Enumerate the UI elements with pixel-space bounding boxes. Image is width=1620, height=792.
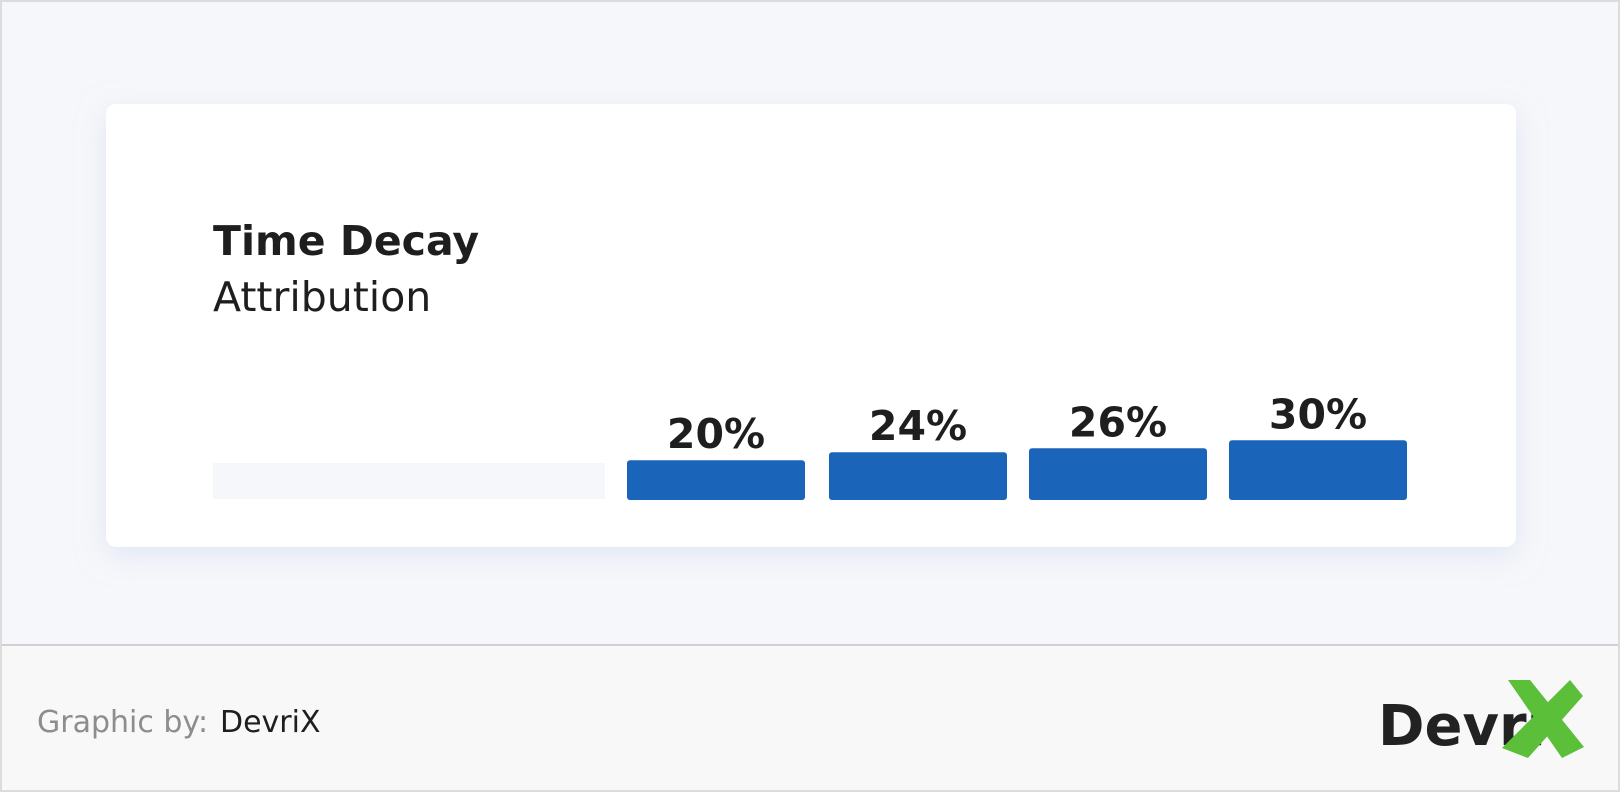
placeholder-bar bbox=[213, 463, 605, 499]
value-label: 30% bbox=[1269, 390, 1367, 438]
logo-x bbox=[1502, 680, 1584, 758]
footer-background bbox=[0, 645, 1620, 792]
bar bbox=[627, 460, 805, 500]
bar bbox=[1029, 448, 1207, 500]
value-label: 20% bbox=[667, 410, 765, 458]
card bbox=[106, 104, 1516, 547]
chart-subtitle: Attribution bbox=[213, 273, 431, 321]
chart-title: Time Decay bbox=[213, 217, 479, 265]
footer-label: Graphic by: bbox=[37, 705, 208, 740]
bar bbox=[1229, 440, 1407, 500]
value-label: 24% bbox=[869, 402, 967, 450]
footer-author: DevriX bbox=[220, 705, 321, 740]
bar bbox=[829, 452, 1007, 500]
value-label: 26% bbox=[1069, 398, 1167, 446]
logo-x-stroke bbox=[1502, 680, 1583, 758]
